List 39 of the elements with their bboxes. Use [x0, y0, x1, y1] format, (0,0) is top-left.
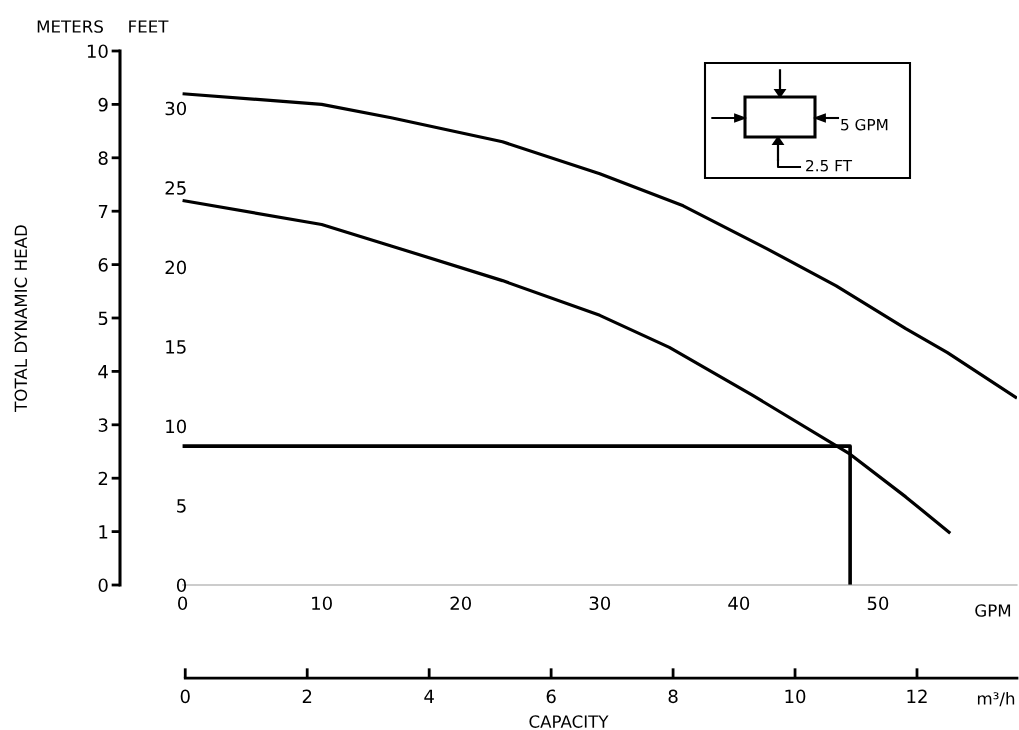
y2-tick-label: 25 — [165, 181, 186, 195]
y-axis-title: TOTAL DYNAMIC HEAD — [14, 225, 28, 412]
y-tick-label: 5 — [98, 311, 108, 326]
y-tick-label: 0 — [98, 578, 108, 593]
x-tick-label: 0 — [178, 596, 188, 611]
annotation: 2.5 FT — [806, 159, 853, 172]
x2-tick-label: 2 — [302, 689, 312, 703]
x2-tick-label: 10 — [785, 689, 806, 704]
y-tick-label: 7 — [98, 204, 108, 219]
x-tick-label: 10 — [312, 596, 332, 611]
x-tick-label: 30 — [589, 596, 611, 611]
x-axis-title: CAPACITY — [529, 715, 609, 728]
x2-tick-label: 4 — [424, 689, 434, 703]
y-tick-label: 2 — [98, 471, 108, 486]
y-tick-label: 1 — [99, 525, 108, 539]
text: m³/h — [977, 691, 1015, 707]
text: FEET — [129, 20, 169, 33]
y-tick-label: 8 — [98, 151, 108, 165]
x2-tick-label: 12 — [907, 689, 927, 703]
y2-tick-label: 20 — [165, 260, 187, 275]
x2-tick-label: 8 — [668, 689, 678, 704]
text: METERS — [37, 20, 103, 33]
y2-tick-label: 15 — [166, 340, 186, 354]
y2-tick-label: 30 — [165, 101, 187, 116]
y-tick-label: 9 — [98, 97, 108, 112]
annotation: 5 GPM — [841, 118, 888, 131]
text: GPM — [975, 604, 1011, 617]
y-tick-label: 10 — [87, 44, 108, 59]
x-tick-label: 20 — [450, 596, 472, 611]
x-tick-label: 40 — [728, 596, 750, 611]
x-tick-label: 50 — [867, 596, 889, 611]
y2-tick-label: 5 — [177, 499, 186, 513]
y2-tick-label: 10 — [166, 419, 187, 434]
y-tick-label: 6 — [98, 258, 108, 272]
y-tick-label: 3 — [98, 418, 108, 432]
y2-tick-label: 0 — [176, 578, 187, 593]
x2-tick-label: 0 — [180, 689, 190, 704]
y-tick-label: 4 — [98, 365, 108, 379]
x2-tick-label: 6 — [546, 689, 556, 704]
